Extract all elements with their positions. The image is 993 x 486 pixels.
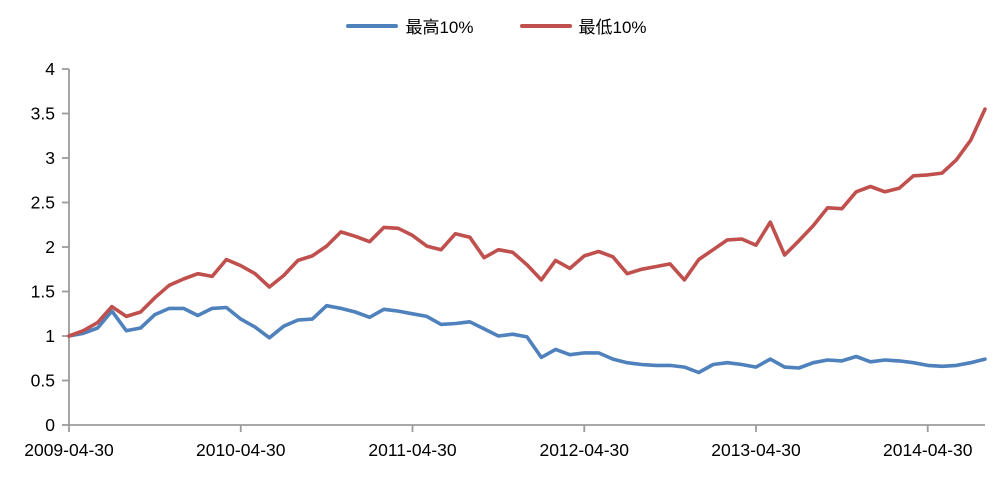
x-tick-label: 2010-04-30 <box>196 440 286 460</box>
legend-label-min10: 最低10% <box>578 18 647 37</box>
y-tick-label: 2.5 <box>31 193 55 213</box>
x-tick-label: 2009-04-30 <box>24 440 114 460</box>
series-line-1 <box>67 107 987 338</box>
legend: 最高10% 最低10% <box>0 13 993 38</box>
y-tick-label: 1.5 <box>31 282 55 302</box>
legend-label-max10: 最高10% <box>405 18 474 37</box>
legend-line-swatch-blue <box>346 23 399 28</box>
y-tick-label: 1 <box>45 326 55 346</box>
y-tick-label: 2 <box>45 237 55 257</box>
series-line-0 <box>67 303 987 375</box>
legend-item-max10: 最高10% <box>346 13 474 38</box>
y-tick-label: 3.5 <box>31 104 55 124</box>
x-tick-label: 2012-04-30 <box>539 440 629 460</box>
legend-line-swatch-red <box>519 23 572 28</box>
y-tick-label: 3 <box>45 148 55 168</box>
x-tick-label: 2014-04-30 <box>883 440 973 460</box>
y-tick-label: 0.5 <box>31 371 55 391</box>
y-tick-label: 4 <box>45 59 55 79</box>
x-tick-label: 2011-04-30 <box>368 440 456 460</box>
x-tick-label: 2013-04-30 <box>711 440 801 460</box>
legend-item-min10: 最低10% <box>519 13 647 38</box>
y-tick-label: 0 <box>45 415 55 435</box>
